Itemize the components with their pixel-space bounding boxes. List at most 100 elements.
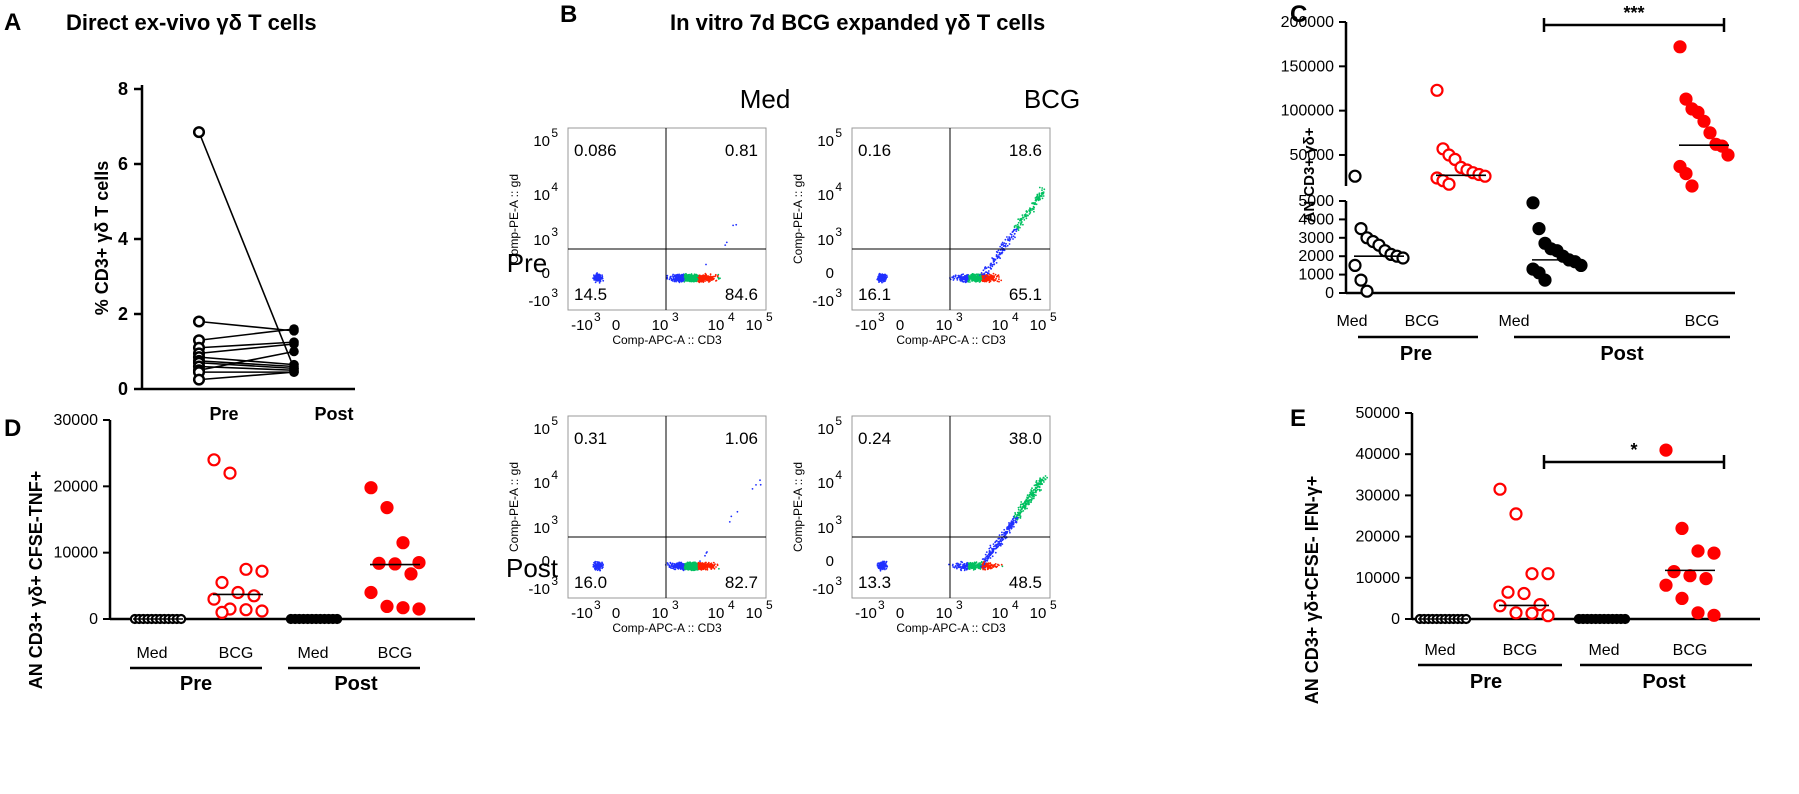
b-event-dot [1024,506,1026,509]
b-event-dot [716,564,719,567]
a-x-tick-pre: Pre [209,404,238,424]
b-event-dot [987,272,990,275]
b-event-dot [691,277,693,280]
b-event-dot [987,270,990,272]
b-event-dot [1020,219,1022,222]
b-event-dot [981,558,984,560]
d-point [207,453,221,467]
b-event-dot [998,278,1000,281]
d-y-tick-label: 20000 [54,478,99,495]
b-event-dot [994,565,997,568]
b-event-dot [994,541,996,544]
b-event-dot [673,563,676,565]
b-event-dot [698,562,700,565]
b-x-axis-label: Comp-APC-A :: CD3 [896,621,1006,635]
b-event-dot [881,279,884,281]
b-quad-ll: 16.1 [858,285,891,304]
b-y-tick-label: 10 [817,232,834,249]
b-y-tick-label: 10 [533,475,550,492]
b-event-dot [952,279,955,281]
b-event-dot [1029,498,1031,501]
b-event-dot [979,565,982,568]
b-event-dot [717,277,720,280]
d-y-tick-label: 30000 [54,412,99,429]
b-event-dot [959,566,962,569]
c-point [1574,258,1588,272]
b-event-dot [714,563,716,565]
b-event-dot [759,479,761,482]
b-event-dot [993,563,996,566]
b-quad-lr: 65.1 [1009,285,1042,304]
c-point [1679,167,1693,181]
c-point [1354,222,1368,236]
b-event-dot [1002,243,1004,246]
b-event-dot [677,567,680,569]
b-x-tick-label: 0 [612,317,620,334]
b-event-dot [961,561,964,564]
b-x-tick-label: 10 [992,317,1009,334]
b-event-dot [676,564,678,566]
b-event-dot [598,564,601,566]
b-event-dot [985,551,988,553]
b-event-dot [985,267,988,270]
b-event-dot [988,547,991,550]
b-event-dot [966,276,969,279]
e-point [1691,606,1705,620]
c-pre-label: Pre [1400,343,1432,365]
b-event-dot [956,567,958,570]
e-y-tick-label: 10000 [1356,570,1401,587]
b-y-tick-label: 10 [533,520,550,537]
b-event-dot [699,563,702,566]
e-point [1541,609,1555,623]
b-event-dot [956,566,958,569]
panel-label-c: C [1290,1,1307,28]
b-event-dot [1016,516,1019,519]
b-event-dot [712,278,715,281]
b-event-dot [676,274,679,277]
c-group-label: Med [1498,313,1529,330]
b-y-tick-exp: 3 [551,286,558,300]
b-event-dot [1001,249,1004,252]
b-event-dot [1004,238,1007,241]
b-event-dot [1032,494,1035,497]
b-y-tick-label: 0 [826,265,834,282]
e-point [1691,544,1705,558]
b-y-tick-label: 10 [533,421,550,438]
b-event-dot [951,276,953,279]
b-event-dot [694,568,696,571]
b-event-dot [882,566,885,569]
b-event-dot [1017,512,1020,515]
b-x-tick-exp: 5 [766,310,773,324]
e-point [1541,567,1555,581]
b-y-tick-exp: 4 [551,468,558,482]
b-event-dot [1025,502,1028,505]
b-event-dot [1006,528,1008,530]
b-event-dot [1033,203,1036,205]
b-y-tick-label: -10 [528,581,550,598]
b-x-axis-label: Comp-APC-A :: CD3 [896,333,1006,347]
b-event-dot [1014,512,1016,514]
b-x-tick-label: 0 [896,605,904,622]
b-event-dot [992,279,995,282]
a-pair-line [198,360,295,368]
b-y-tick-exp: 3 [551,513,558,527]
b-event-dot [957,276,960,279]
b-event-dot [1040,195,1043,198]
c-y-tick-label: 1000 [1298,267,1334,284]
b-event-dot [683,566,686,568]
b-event-dot [671,280,674,282]
b-event-dot [1001,539,1004,541]
e-point [1675,591,1689,606]
b-event-dot [666,276,669,279]
b-event-dot [1016,225,1019,228]
b-event-dot [736,510,739,513]
c-point [1685,179,1699,193]
b-event-dot [693,566,696,568]
b-event-dot [975,276,978,279]
b-event-dot [1017,508,1020,511]
b-event-dot [679,274,681,277]
b-event-dot [1024,213,1027,216]
b-event-dot [724,244,727,246]
a-point-post [289,324,299,334]
